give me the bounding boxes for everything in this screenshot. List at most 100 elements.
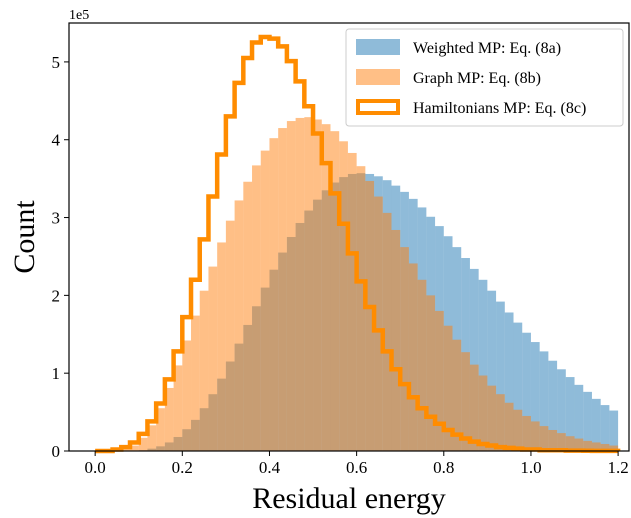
- bar-graph-20: [269, 138, 279, 452]
- bar-graph-37: [417, 279, 427, 451]
- bar-graph-43: [469, 364, 479, 451]
- bar-graph-30: [356, 166, 366, 451]
- bar-graph-18: [252, 165, 261, 451]
- bar-weighted-48: [513, 322, 523, 451]
- bar-graph-57: [591, 442, 601, 451]
- y-tick-label: 3: [52, 209, 61, 228]
- x-axis-label: Residual energy: [252, 482, 446, 515]
- legend-swatch: [356, 99, 400, 115]
- legend-label: Hamiltonians MP: Eq. (8c): [413, 100, 586, 117]
- bar-graph-31: [365, 180, 375, 452]
- bar-weighted-58: [600, 405, 610, 451]
- plot-frame: [68, 22, 630, 452]
- x-tick-label: 1.2: [607, 458, 628, 477]
- bar-graph-56: [583, 440, 592, 451]
- bar-graph-47: [504, 402, 514, 451]
- legend-swatch: [356, 69, 400, 85]
- bar-graph-29: [347, 152, 357, 451]
- bar-graph-3: [121, 449, 131, 451]
- bar-graph-14: [217, 242, 226, 451]
- bar-graph-44: [478, 375, 488, 451]
- bar-graph-6: [147, 425, 157, 451]
- bar-graph-36: [408, 263, 418, 451]
- y-tick-label: 2: [52, 286, 61, 305]
- bar-graph-8: [164, 387, 174, 451]
- y-axis-multiplier: 1e5: [69, 8, 89, 23]
- bar-graph-50: [530, 421, 540, 451]
- bar-graph-52: [548, 429, 558, 451]
- bar-graph-51: [539, 426, 549, 451]
- bar-weighted-50: [530, 342, 540, 451]
- x-tick-label: 1.0: [520, 458, 541, 477]
- bar-graph-25: [313, 119, 322, 452]
- bar-weighted-45: [487, 290, 497, 451]
- bar-graph-27: [330, 131, 340, 451]
- bar-graph-12: [199, 290, 209, 451]
- bar-weighted-44: [478, 279, 488, 451]
- bar-weighted-46: [496, 301, 505, 451]
- bar-weighted-47: [504, 312, 514, 451]
- bar-weighted-43: [469, 268, 479, 451]
- bar-graph-10: [182, 340, 192, 451]
- x-axis: 0.0 0.2 0.4 0.6 0.8 1.0 1.2: [85, 451, 629, 477]
- bar-graph-11: [191, 315, 200, 451]
- x-tick-label: 0.8: [433, 458, 454, 477]
- bar-weighted-59: [609, 410, 619, 451]
- y-axis-label: Count: [8, 200, 41, 274]
- bar-graph-4: [130, 445, 139, 451]
- bar-weighted-57: [591, 398, 601, 451]
- bar-graph-38: [426, 295, 436, 451]
- legend: Weighted MP: Eq. (8a) Graph MP: Eq. (8b) H…: [345, 28, 624, 127]
- bar-weighted-53: [557, 369, 566, 451]
- y-axis: 0 1 2 3 4 5: [52, 53, 69, 461]
- bar-graph-49: [522, 415, 531, 451]
- bar-graph-53: [557, 433, 566, 451]
- bar-graph-16: [234, 200, 244, 451]
- bar-graph-35: [400, 247, 409, 451]
- y-tick-label: 4: [52, 131, 61, 150]
- bar-graph-39: [435, 310, 444, 451]
- bar-weighted-49: [522, 332, 531, 451]
- bar-graph-21: [278, 128, 287, 451]
- bar-graph-24: [304, 117, 314, 451]
- histogram-step-outline: [95, 34, 621, 454]
- legend-box: [345, 28, 624, 127]
- bar-graph-40: [443, 325, 453, 451]
- bar-graph-59: [609, 445, 619, 451]
- legend-swatch: [356, 39, 400, 55]
- bar-weighted-56: [583, 391, 592, 451]
- bar-graph-32: [374, 196, 383, 451]
- y-tick-label: 0: [52, 442, 61, 461]
- bar-weighted-52: [548, 360, 558, 451]
- bar-graph-22: [286, 121, 296, 452]
- bar-graph-26: [321, 124, 331, 451]
- y-tick-label: 1: [52, 364, 61, 383]
- bar-weighted-51: [539, 351, 549, 451]
- bar-graph-5: [138, 437, 148, 451]
- bar-graph-13: [208, 266, 218, 451]
- legend-label: Weighted MP: Eq. (8a): [413, 40, 561, 57]
- bar-graph-15: [225, 220, 235, 451]
- bar-weighted-54: [565, 377, 575, 451]
- bar-graph-7: [156, 408, 165, 451]
- bar-graph-23: [295, 117, 305, 452]
- x-tick-label: 0.4: [259, 458, 281, 477]
- legend-label: Graph MP: Eq. (8b): [413, 70, 541, 87]
- x-tick-label: 0.2: [172, 458, 193, 477]
- bar-weighted-55: [574, 384, 584, 451]
- bar-graph-9: [173, 365, 183, 451]
- bar-graph-55: [574, 438, 584, 451]
- bar-graph-42: [461, 352, 470, 451]
- x-tick-label: 0.0: [85, 458, 106, 477]
- bar-graph-45: [487, 385, 497, 451]
- bar-graph-41: [452, 339, 462, 451]
- bar-graph-58: [600, 443, 610, 451]
- bar-graph-17: [243, 181, 253, 451]
- bar-graph-48: [513, 409, 523, 451]
- y-tick-label: 5: [52, 53, 61, 72]
- bar-graph-46: [496, 394, 505, 451]
- bar-graph-28: [339, 141, 348, 451]
- histogram-bars: [121, 117, 619, 452]
- bar-graph-19: [260, 150, 270, 451]
